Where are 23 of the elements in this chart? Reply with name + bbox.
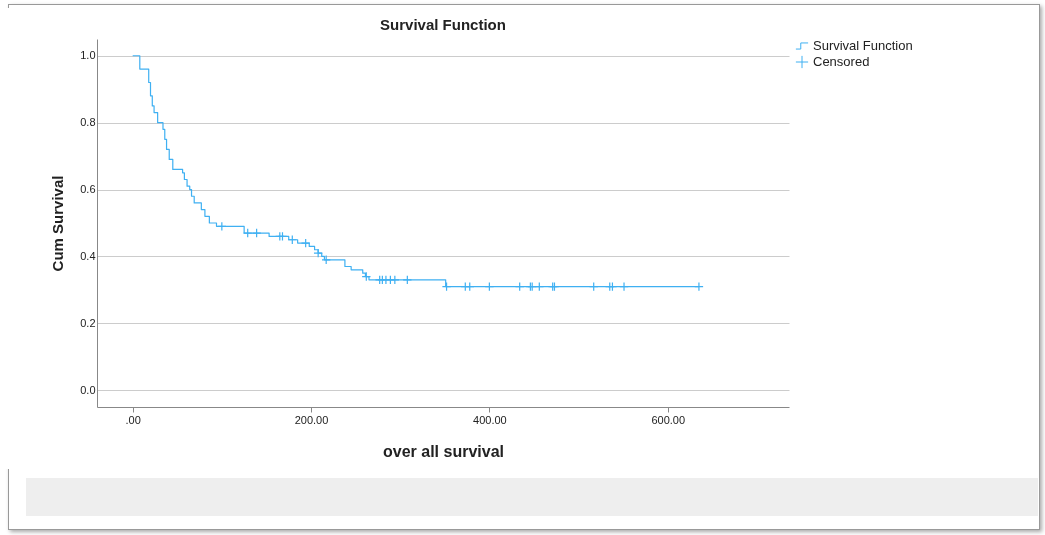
y-tick-label: 1.0 [80, 49, 96, 62]
x-tick-label: 200.00 [294, 413, 329, 426]
x-tick-label: .00 [125, 413, 141, 426]
point [300, 238, 311, 248]
point [251, 228, 262, 238]
point [402, 275, 413, 285]
y-tick-label: 0.6 [80, 183, 96, 196]
y-tick-label: 0.2 [80, 316, 96, 329]
x-tick-label: 600.00 [651, 413, 686, 426]
point [619, 281, 629, 292]
chart-title: Survival Function [380, 16, 506, 33]
y-tick-label: 0.0 [80, 383, 96, 396]
y-tick-label: 0.4 [80, 249, 96, 262]
legend-label: Survival Function [813, 38, 913, 53]
y-axis-title: Cum Survival [49, 175, 67, 272]
y-tick-label: 0.8 [80, 116, 96, 129]
point [313, 248, 323, 258]
legend-label: Censored [813, 54, 870, 69]
point [390, 275, 400, 285]
point [242, 228, 253, 238]
x-tick-label: 400.00 [473, 413, 507, 426]
point [694, 281, 704, 292]
x-axis-title: over all survival [383, 442, 504, 460]
